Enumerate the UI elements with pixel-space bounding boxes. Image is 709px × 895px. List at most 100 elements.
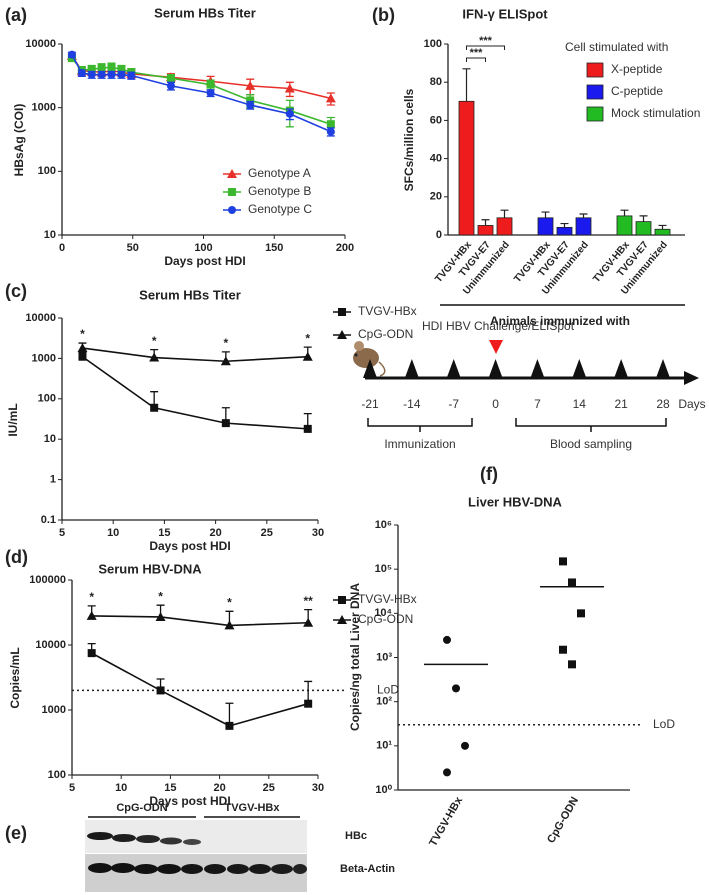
error-bar xyxy=(462,68,471,102)
error-bar xyxy=(658,224,667,230)
marker xyxy=(155,611,166,621)
x-tick-label: CpG-ODN xyxy=(545,795,581,845)
y-axis-label: Copies/mL xyxy=(8,647,22,708)
legend-label: C-peptide xyxy=(611,84,663,98)
challenge-marker xyxy=(489,340,503,354)
panel-label: (f) xyxy=(480,464,498,484)
mouse-icon xyxy=(353,341,386,377)
x-tick-label: 25 xyxy=(261,527,273,539)
y-tick-label: 1000 xyxy=(42,704,66,716)
marker xyxy=(285,109,294,118)
panel-label: (b) xyxy=(372,5,395,25)
mouse-ear xyxy=(354,341,364,351)
bracket xyxy=(367,418,473,432)
marker xyxy=(577,609,585,618)
significance: * xyxy=(224,336,229,350)
x-tick-label: 15 xyxy=(158,527,170,539)
y-tick-label: 0 xyxy=(436,229,442,241)
marker xyxy=(97,70,106,79)
y-axis-label: IU/mL xyxy=(6,403,20,436)
y-tick-label: 10000 xyxy=(35,639,66,651)
y-axis-label: HBsAg (COI) xyxy=(12,104,26,177)
marker xyxy=(302,351,313,361)
legend-label: Genotype B xyxy=(248,184,311,198)
marker xyxy=(97,63,106,72)
marker xyxy=(107,70,116,79)
significance: ** xyxy=(303,594,313,608)
significance: * xyxy=(305,331,310,345)
timeline-label: 0 xyxy=(492,397,499,411)
bar xyxy=(477,225,494,236)
series-line xyxy=(91,615,309,627)
marker xyxy=(246,101,255,110)
marker xyxy=(326,120,335,129)
timeline-label: 21 xyxy=(614,397,628,411)
group-label: CpG-ODN xyxy=(116,802,167,814)
error-bar xyxy=(579,213,588,218)
legend-swatch xyxy=(586,84,604,100)
marker xyxy=(78,352,87,361)
marker xyxy=(338,308,346,316)
legend-label: CpG-ODN xyxy=(358,612,413,626)
timeline-label: -14 xyxy=(403,397,421,411)
legend-label: TVGV-HBx xyxy=(358,592,417,606)
marker xyxy=(150,403,159,412)
bracket-label: Blood sampling xyxy=(550,437,632,451)
x-axis-label: Days post HDI xyxy=(149,794,230,808)
y-tick-label: 100 xyxy=(38,165,56,177)
timeline-arrow xyxy=(684,371,699,385)
marker xyxy=(87,65,96,74)
timeline-point xyxy=(404,359,419,378)
series-line xyxy=(91,652,309,727)
x-tick-label: 20 xyxy=(213,782,225,794)
significance: * xyxy=(152,334,157,348)
significance: *** xyxy=(470,47,484,59)
band xyxy=(249,864,271,874)
bar xyxy=(654,228,671,236)
timeline-label: 7 xyxy=(534,397,541,411)
marker xyxy=(228,188,236,196)
timeline-title: HDI HBV Challenge/ELISpot xyxy=(422,319,575,333)
significance: * xyxy=(89,590,94,604)
band xyxy=(271,864,293,874)
significance-bracket xyxy=(466,45,505,50)
marker xyxy=(461,741,469,750)
band xyxy=(181,864,203,874)
marker xyxy=(86,610,97,620)
x-tick-label: 25 xyxy=(263,782,275,794)
marker xyxy=(87,70,96,79)
bar xyxy=(616,215,633,236)
band-label: Beta-Actin xyxy=(340,863,395,875)
timeline-point xyxy=(614,359,629,378)
y-axis-label: SFCs/million cells xyxy=(402,88,416,191)
marker xyxy=(337,330,347,339)
chart-title: Serum HBV-DNA xyxy=(98,561,202,576)
marker xyxy=(245,80,256,90)
timeline-label: 14 xyxy=(573,397,587,411)
x-axis-label: Days post HDI xyxy=(149,539,230,553)
marker xyxy=(338,596,346,604)
chart-title: Serum HBs Titer xyxy=(139,287,241,302)
chart-title: Serum HBs Titer xyxy=(154,5,256,20)
marker xyxy=(284,83,295,93)
marker xyxy=(568,660,576,669)
legend-title: Cell stimulated with xyxy=(565,40,668,54)
y-tick-label: 100 xyxy=(48,769,66,781)
y-tick-label: 10⁴ xyxy=(374,607,392,619)
bar xyxy=(496,217,513,236)
panel-label: (d) xyxy=(5,547,28,567)
bracket-label: Immunization xyxy=(384,437,455,451)
marker xyxy=(77,343,88,353)
bands xyxy=(87,832,307,874)
y-tick-label: 100 xyxy=(424,38,442,50)
x-tick-label: 10 xyxy=(115,782,127,794)
marker xyxy=(303,424,312,433)
x-tick-label: 10 xyxy=(107,527,119,539)
marker xyxy=(325,93,336,103)
marker xyxy=(149,352,160,362)
series-line xyxy=(82,356,308,430)
y-tick-label: 10000 xyxy=(25,312,56,324)
chart-title: Liver HBV-DNA xyxy=(468,494,563,509)
marker xyxy=(559,557,567,566)
